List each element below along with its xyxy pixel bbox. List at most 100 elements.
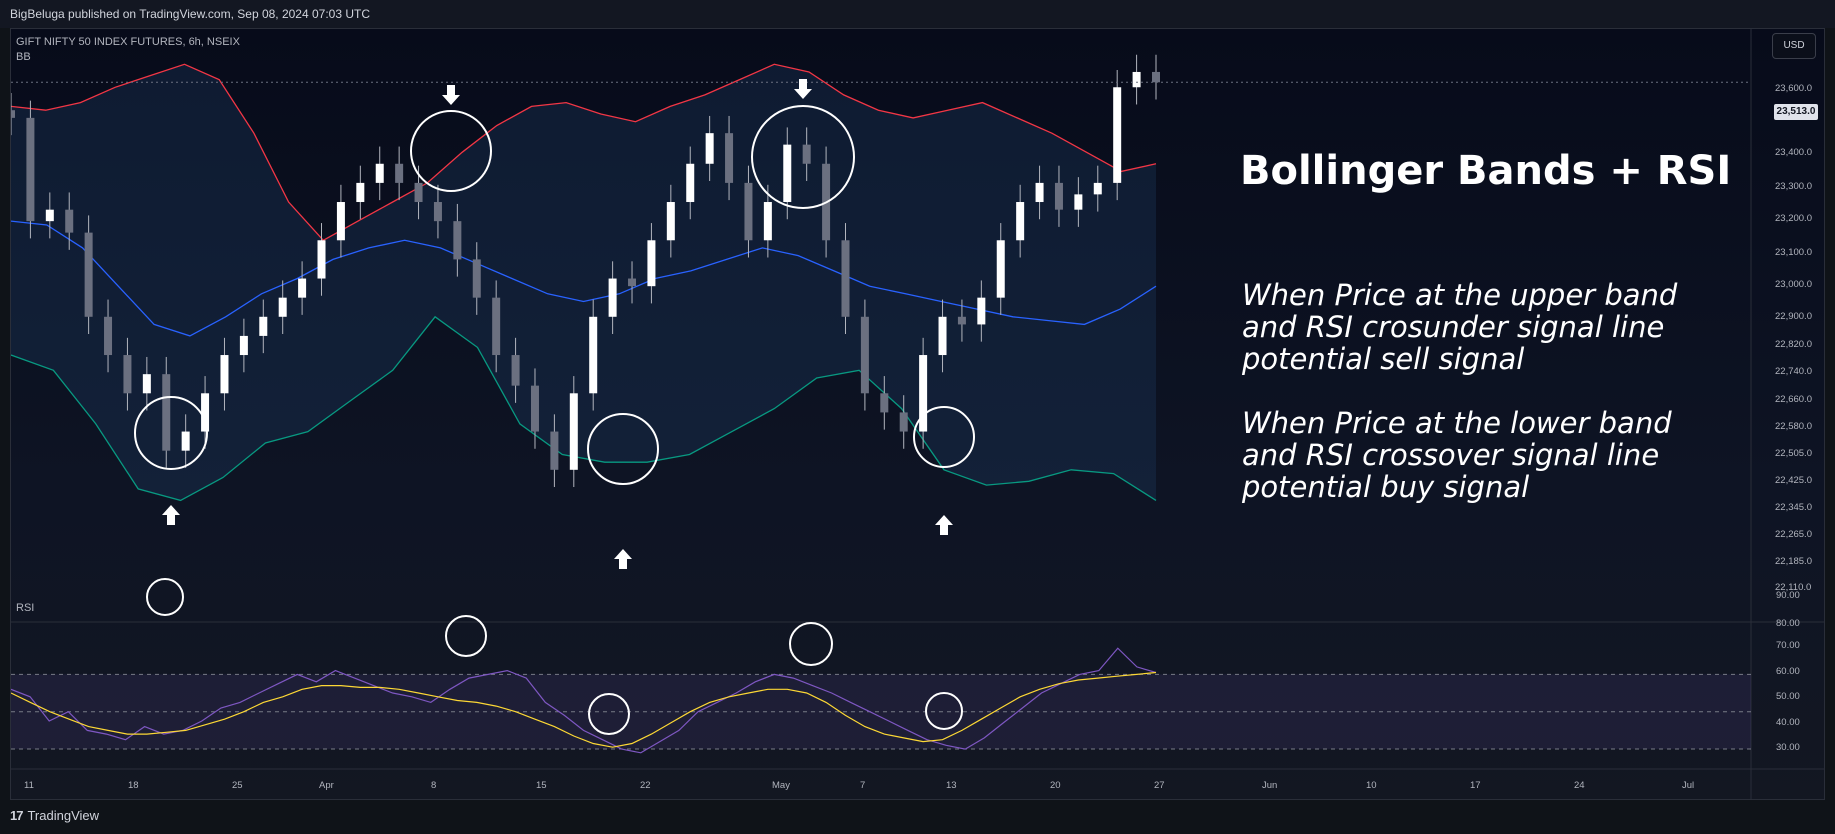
signal-circle: [913, 406, 975, 468]
candle-body: [1093, 182, 1102, 195]
candle-body: [26, 117, 35, 222]
time-tick: Apr: [319, 780, 334, 791]
price-tick: 22,505.0: [1775, 448, 1812, 459]
candle-body: [104, 316, 113, 356]
candle-body: [433, 202, 442, 222]
candle-body: [11, 110, 15, 118]
signal-circle: [410, 110, 492, 192]
candle-body: [996, 240, 1005, 298]
buy-line-3: potential buy signal: [1242, 470, 1530, 504]
candle-body: [1113, 87, 1122, 183]
candle-body: [298, 278, 307, 298]
candle-body: [201, 393, 210, 432]
candle-body: [336, 202, 345, 241]
candle-body: [880, 393, 889, 413]
bb-legend[interactable]: BB: [16, 51, 31, 63]
time-tick: 7: [860, 780, 866, 791]
rsi-legend[interactable]: RSI: [16, 602, 35, 614]
time-tick: May: [772, 780, 790, 791]
candle-body: [841, 240, 850, 317]
candle-body: [550, 431, 559, 470]
price-tick: 23,100.0: [1775, 247, 1812, 258]
rsi-band-fill: [11, 674, 1751, 750]
tradingview-brand[interactable]: 17 TradingView: [10, 808, 99, 823]
price-tick: 22,660.0: [1775, 394, 1812, 405]
time-tick: 25: [232, 780, 243, 791]
tradingview-logo-icon: 17: [10, 808, 24, 823]
price-tick: 22,740.0: [1775, 366, 1812, 377]
time-tick: 18: [128, 780, 139, 791]
candle-body: [899, 412, 908, 432]
candle-body: [919, 355, 928, 432]
candle-body: [181, 431, 190, 451]
candle-body: [123, 355, 132, 394]
rsi-tick: 30.00: [1776, 742, 1800, 753]
price-tick: 22,185.0: [1775, 556, 1812, 567]
candle-body: [744, 182, 753, 241]
candle-body: [1035, 182, 1044, 203]
candle-body: [589, 316, 598, 394]
time-tick: Jul: [1682, 780, 1695, 791]
middle-band-line: [11, 220, 1157, 337]
candle-body: [356, 182, 365, 203]
rsi-signal-circle: [789, 622, 833, 666]
buy-line-1: When Price at the lower band: [1242, 406, 1672, 440]
candle-body: [957, 316, 966, 325]
candle-body: [317, 240, 326, 279]
price-tick: 23,200.0: [1775, 213, 1812, 224]
rsi-signal-circle: [925, 692, 963, 730]
candle-body: [1054, 182, 1063, 210]
rsi-signal-circle: [146, 578, 184, 616]
price-tick: 22,900.0: [1775, 311, 1812, 322]
sell-line-3: potential sell signal: [1242, 342, 1525, 376]
sell-arrow-icon: [794, 79, 812, 99]
candle-body: [647, 240, 656, 287]
publish-info: BigBeluga published on TradingView.com, …: [10, 7, 371, 21]
price-tick: 23,000.0: [1775, 279, 1812, 290]
time-tick: 10: [1366, 780, 1377, 791]
price-tick: 22,265.0: [1775, 529, 1812, 540]
price-tick: 23,600.0: [1775, 83, 1812, 94]
price-tick: 22,110.0: [1775, 582, 1812, 593]
lower-band-line: [11, 315, 1157, 502]
candle-body: [1016, 202, 1025, 241]
price-tick: 22,820.0: [1775, 339, 1812, 350]
candle-body: [375, 163, 384, 183]
price-tick: 22,345.0: [1775, 502, 1812, 513]
time-tick: 20: [1050, 780, 1061, 791]
annotation-title: Bollinger Bands + RSI: [1240, 148, 1732, 194]
rsi-signal-circle: [588, 693, 630, 735]
rsi-line: [11, 647, 1157, 754]
candle-body: [608, 278, 617, 317]
rsi-tick: 70.00: [1776, 640, 1800, 651]
sell-line-1: When Price at the upper band: [1242, 278, 1678, 312]
candle-body: [278, 297, 287, 317]
candle-body: [530, 385, 539, 432]
candle-body: [705, 133, 714, 164]
chart-canvas[interactable]: [11, 29, 1825, 800]
candle-body: [628, 278, 637, 287]
candle-body: [492, 297, 501, 356]
candle-body: [45, 209, 54, 222]
sell-line-2: and RSI crosunder signal line: [1242, 310, 1665, 344]
price-tick: 22,580.0: [1775, 421, 1812, 432]
rsi-tick: 40.00: [1776, 717, 1800, 728]
buy-arrow-icon: [935, 515, 953, 535]
candle-body: [802, 144, 811, 164]
time-tick: 22: [640, 780, 651, 791]
rsi-tick: 90.00: [1776, 590, 1800, 601]
candle-body: [725, 133, 734, 183]
candle-body: [65, 209, 74, 233]
rsi-signal-line: [11, 671, 1157, 748]
price-tick: 23,400.0: [1775, 147, 1812, 158]
brand-label: TradingView: [27, 808, 100, 823]
signal-circle: [587, 413, 659, 485]
sell-arrow-icon: [442, 85, 460, 105]
buy-line-2: and RSI crossover signal line: [1242, 438, 1660, 472]
currency-button[interactable]: USD: [1772, 33, 1816, 59]
symbol-legend[interactable]: GIFT NIFTY 50 INDEX FUTURES, 6h, NSEIX: [16, 36, 240, 48]
buy-arrow-icon: [614, 549, 632, 569]
rsi-tick: 60.00: [1776, 666, 1800, 677]
chart-frame[interactable]: [10, 28, 1825, 800]
candle-body: [860, 316, 869, 394]
